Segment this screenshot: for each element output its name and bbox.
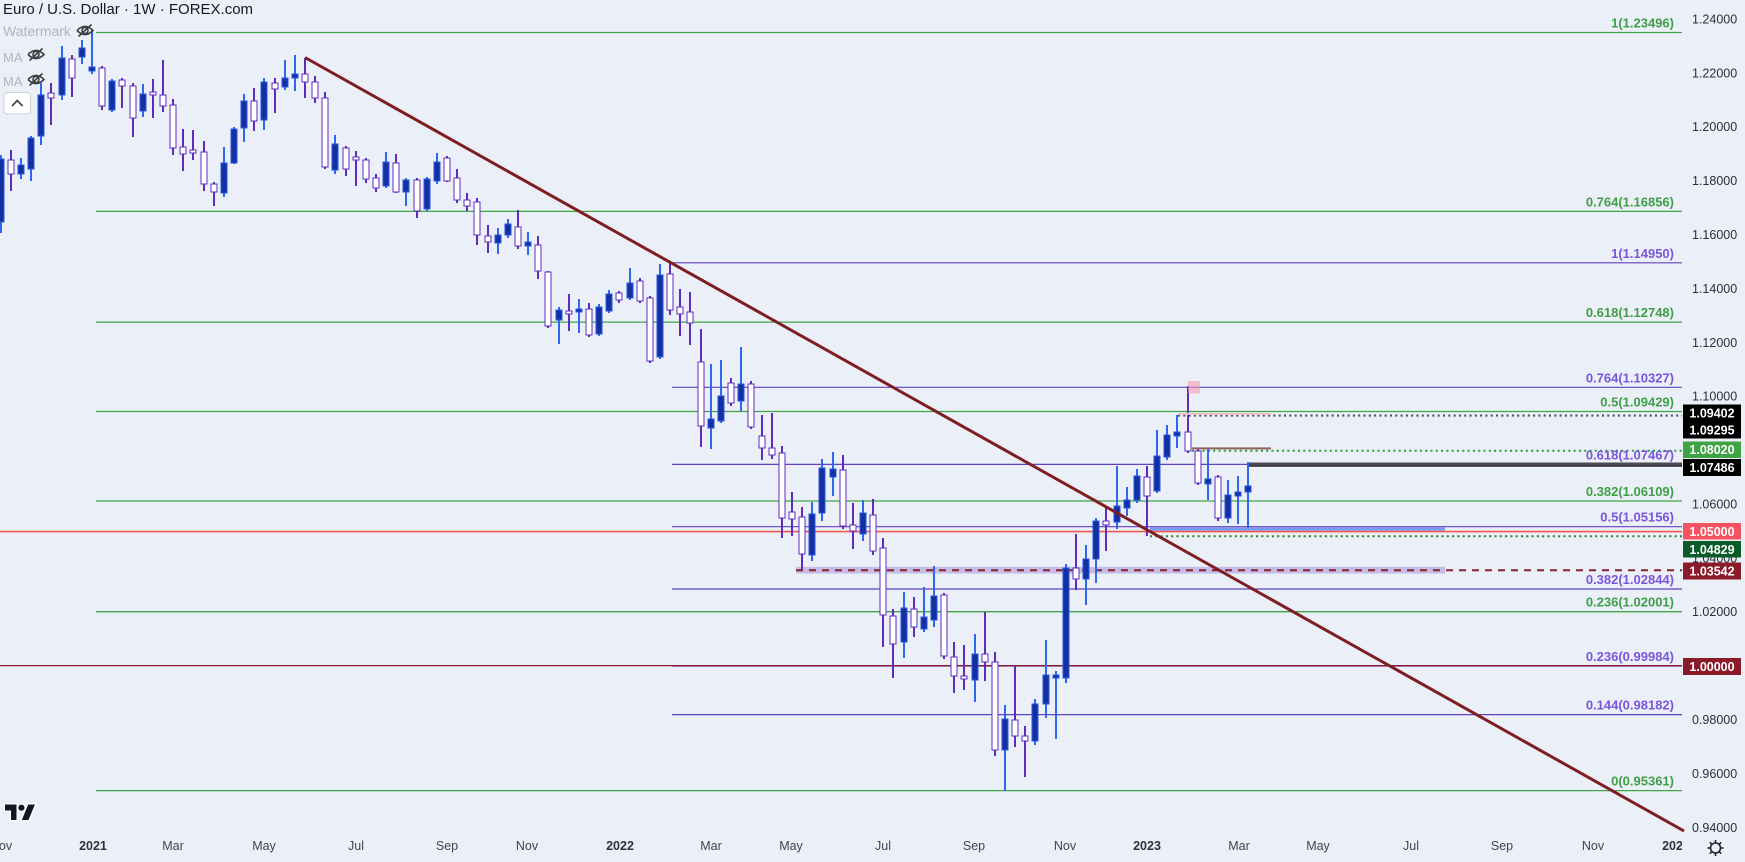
svg-text:May: May bbox=[1306, 839, 1330, 853]
svg-text:Nov: Nov bbox=[1054, 839, 1077, 853]
svg-text:Jul: Jul bbox=[348, 839, 364, 853]
svg-text:1.05000: 1.05000 bbox=[1689, 525, 1734, 539]
svg-text:1.18000: 1.18000 bbox=[1692, 174, 1737, 188]
svg-text:Sep: Sep bbox=[436, 839, 458, 853]
svg-text:1.08020: 1.08020 bbox=[1689, 443, 1734, 457]
svg-text:1.02000: 1.02000 bbox=[1692, 605, 1737, 619]
svg-text:1.09402: 1.09402 bbox=[1689, 407, 1734, 421]
svg-text:2023: 2023 bbox=[1133, 839, 1161, 853]
svg-text:1(1.14950): 1(1.14950) bbox=[1611, 246, 1674, 261]
svg-text:0.764(1.10327): 0.764(1.10327) bbox=[1586, 370, 1674, 385]
svg-text:0.96000: 0.96000 bbox=[1692, 767, 1737, 781]
svg-text:Sep: Sep bbox=[963, 839, 985, 853]
svg-text:MA: MA bbox=[3, 50, 23, 65]
svg-text:0(0.95361): 0(0.95361) bbox=[1611, 774, 1674, 789]
svg-text:Sep: Sep bbox=[1491, 839, 1513, 853]
svg-text:Watermark: Watermark bbox=[3, 23, 72, 39]
svg-text:MA: MA bbox=[3, 74, 23, 89]
svg-text:Mar: Mar bbox=[700, 839, 722, 853]
svg-text:Nov: Nov bbox=[516, 839, 539, 853]
svg-text:0.144(0.98182): 0.144(0.98182) bbox=[1586, 698, 1674, 713]
svg-text:May: May bbox=[252, 839, 276, 853]
svg-text:1.06000: 1.06000 bbox=[1692, 497, 1737, 511]
svg-text:0.764(1.16856): 0.764(1.16856) bbox=[1586, 194, 1674, 209]
svg-text:1.12000: 1.12000 bbox=[1692, 336, 1737, 350]
svg-text:1(1.23496): 1(1.23496) bbox=[1611, 16, 1674, 31]
svg-text:Mar: Mar bbox=[1228, 839, 1250, 853]
svg-text:0.98000: 0.98000 bbox=[1692, 713, 1737, 727]
svg-text:0.382(1.02844): 0.382(1.02844) bbox=[1586, 572, 1674, 587]
svg-text:Mar: Mar bbox=[162, 839, 184, 853]
svg-text:0.236(0.99984): 0.236(0.99984) bbox=[1586, 649, 1674, 664]
svg-text:2024: 2024 bbox=[1662, 839, 1690, 853]
svg-text:2022: 2022 bbox=[606, 839, 634, 853]
svg-text:0.94000: 0.94000 bbox=[1692, 821, 1737, 835]
svg-text:1.04829: 1.04829 bbox=[1689, 543, 1734, 557]
svg-text:Euro / U.S. Dollar · 1W · FORE: Euro / U.S. Dollar · 1W · FOREX.com bbox=[3, 1, 253, 18]
svg-text:1.22000: 1.22000 bbox=[1692, 66, 1737, 80]
svg-text:Jul: Jul bbox=[875, 839, 891, 853]
svg-text:1.09295: 1.09295 bbox=[1689, 424, 1734, 438]
svg-text:0.236(1.02001): 0.236(1.02001) bbox=[1586, 595, 1674, 610]
svg-text:1.00000: 1.00000 bbox=[1689, 660, 1734, 674]
svg-text:Jul: Jul bbox=[1403, 839, 1419, 853]
svg-text:0.382(1.06109): 0.382(1.06109) bbox=[1586, 484, 1674, 499]
svg-text:1.07486: 1.07486 bbox=[1689, 461, 1734, 475]
svg-text:0.618(1.07467): 0.618(1.07467) bbox=[1586, 447, 1674, 462]
svg-text:May: May bbox=[779, 839, 803, 853]
svg-text:1.24000: 1.24000 bbox=[1692, 12, 1737, 26]
svg-text:0.5(1.09429): 0.5(1.09429) bbox=[1600, 395, 1674, 410]
svg-text:0.5(1.05156): 0.5(1.05156) bbox=[1600, 510, 1674, 525]
svg-text:1.20000: 1.20000 bbox=[1692, 120, 1737, 134]
svg-text:0.618(1.12748): 0.618(1.12748) bbox=[1586, 305, 1674, 320]
svg-text:1.10000: 1.10000 bbox=[1692, 390, 1737, 404]
svg-text:Nov: Nov bbox=[0, 839, 13, 853]
svg-text:1.03542: 1.03542 bbox=[1689, 565, 1734, 579]
svg-text:2021: 2021 bbox=[79, 839, 107, 853]
svg-text:1.14000: 1.14000 bbox=[1692, 282, 1737, 296]
svg-text:1.16000: 1.16000 bbox=[1692, 228, 1737, 242]
svg-text:Nov: Nov bbox=[1582, 839, 1605, 853]
